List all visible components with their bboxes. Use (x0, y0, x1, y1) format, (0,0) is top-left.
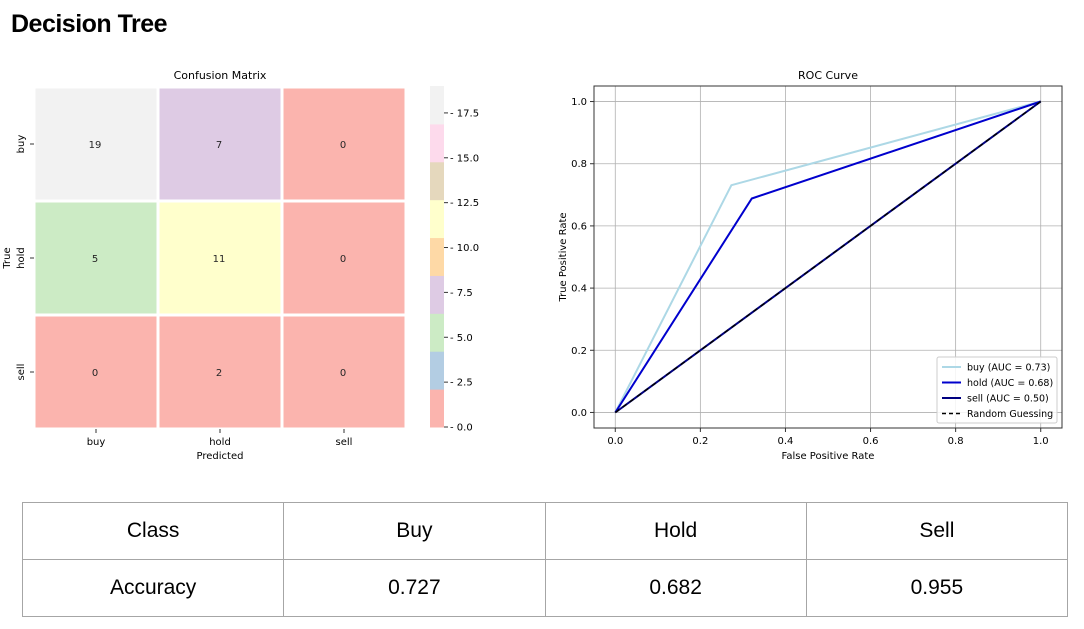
chart-title: Confusion Matrix (174, 69, 267, 82)
colorbar-tick-label: - 0.0 (450, 423, 473, 434)
x-tick-label: 0.8 (948, 436, 964, 447)
series-line (614, 100, 1042, 414)
table-cell: Accuracy (21, 559, 285, 617)
cell-value-label: 5 (92, 254, 98, 265)
y-tick-label: 0.6 (571, 221, 587, 232)
x-tick-label: buy (87, 437, 106, 448)
y-tick-label: 0.4 (571, 284, 587, 295)
table-cell: 0.727 (283, 559, 546, 617)
cell-value-label: 2 (216, 368, 222, 379)
colorbar-segment (430, 199, 444, 239)
y-tick-label: 0.2 (571, 346, 587, 357)
x-tick-label: sell (336, 437, 353, 448)
table-cell: 0.682 (544, 559, 807, 617)
table-cell: 0.955 (805, 559, 1069, 617)
colorbar-tick-label: - 5.0 (450, 333, 473, 344)
page-title: Decision Tree (11, 10, 168, 38)
table-header-row: Class Buy Hold Sell (21, 502, 1069, 560)
x-tick-label: hold (209, 437, 231, 448)
colorbar-segment (430, 161, 444, 201)
x-tick-label: 0.0 (607, 436, 623, 447)
table-header-cell: Buy (283, 502, 546, 560)
colorbar-tick-label: - 10.0 (450, 243, 479, 254)
cell-value-label: 0 (340, 368, 346, 379)
colorbar-segment (430, 389, 444, 428)
metrics-table: Class Buy Hold Sell Accuracy 0.727 0.682… (21, 502, 1069, 617)
table-header-cell: Hold (544, 502, 807, 560)
colorbar-tick-label: - 2.5 (450, 378, 473, 389)
heatmap-cell (156, 313, 284, 431)
legend-label: buy (AUC = 0.73) (967, 363, 1050, 374)
legend-label: sell (AUC = 0.50) (967, 394, 1049, 405)
x-tick-label: 0.2 (692, 436, 708, 447)
colorbar-segment (430, 351, 444, 390)
x-tick-label: 0.6 (863, 436, 879, 447)
cell-value-label: 7 (216, 140, 222, 151)
confusion-matrix-chart: Confusion Matrix 19 7 0 5 11 0 0 2 0 buy hold sell Pr… (2, 69, 479, 462)
colorbar-tick-label: - 15.0 (450, 153, 479, 164)
table-header-cell: Class (21, 502, 285, 560)
series-line (614, 100, 1042, 414)
y-axis-label: True Positive Rate (558, 212, 569, 302)
y-tick-label: 0.8 (571, 159, 587, 170)
legend-label: Random Guessing (967, 409, 1053, 420)
y-tick-label: hold (16, 247, 27, 269)
x-tick-label: 1.0 (1033, 436, 1049, 447)
cell-value-label: 0 (92, 368, 98, 379)
heatmap-cell (280, 199, 408, 317)
cell-value-label: 11 (213, 254, 226, 265)
colorbar-segment (430, 313, 444, 352)
colorbar-segment (430, 275, 444, 314)
colorbar-tick-label: - 12.5 (450, 198, 479, 209)
colorbar-tick-label: - 17.5 (450, 108, 479, 119)
series-line (614, 100, 1041, 413)
plot-frame (593, 85, 1063, 429)
cell-value-label: 0 (340, 254, 346, 265)
colorbar-segment (430, 86, 444, 125)
y-tick-label: buy (16, 135, 27, 154)
x-axis-label: Predicted (197, 451, 244, 462)
table-header-cell: Sell (805, 502, 1069, 560)
y-tick-label: sell (16, 364, 27, 381)
colorbar-tick-label: - 7.5 (450, 288, 473, 299)
colorbar-segment (430, 123, 444, 163)
cell-value-label: 0 (340, 140, 346, 151)
table-row: Accuracy 0.727 0.682 0.955 (21, 559, 1069, 617)
roc-curve-chart: ROC Curve 0.0 0.2 0.4 0.6 0.8 1.0 0.0 0.2 0.4 0.6 0… (558, 69, 1063, 462)
legend-box (936, 356, 1058, 424)
x-axis-label: False Positive Rate (782, 451, 875, 462)
colorbar-segment (430, 237, 444, 276)
cell-value-label: 19 (89, 140, 102, 151)
y-axis-label: True (2, 247, 13, 269)
legend-label: hold (AUC = 0.68) (967, 378, 1053, 389)
y-tick-label: 0.0 (571, 408, 587, 419)
heatmap-cell (156, 85, 284, 203)
x-tick-label: 0.4 (778, 436, 794, 447)
chart-title: ROC Curve (798, 69, 858, 82)
y-tick-label: 1.0 (571, 97, 587, 108)
